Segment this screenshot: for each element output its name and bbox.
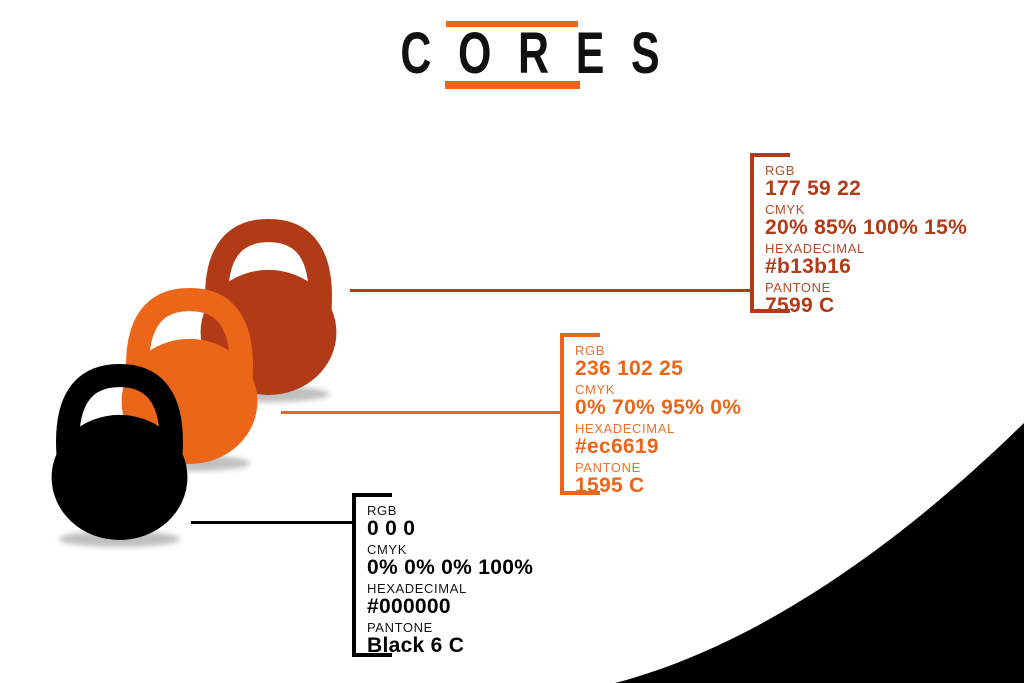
bracket-tick-top <box>750 153 790 157</box>
rgb-value: 177 59 22 <box>765 177 862 200</box>
connector-line-rust <box>350 289 752 292</box>
cmyk-value: 0% 0% 0% 100% <box>367 556 534 579</box>
color-spec-black: RGB 0 0 0 CMYK 0% 0% 0% 100% HEXADECIMAL… <box>352 493 572 657</box>
hex-label: HEXADECIMAL <box>765 241 865 256</box>
color-spec-rust: RGB 177 59 22 CMYK 20% 85% 100% 15% HEXA… <box>750 153 970 317</box>
pantone-label: PANTONE <box>765 280 831 295</box>
page-title: CORES <box>400 21 687 86</box>
bracket-line <box>352 493 356 657</box>
cmyk-entry: CMYK 0% 0% 0% 100% <box>367 543 533 579</box>
hex-value: #b13b16 <box>765 255 852 278</box>
connector-line-orange <box>281 411 564 414</box>
rgb-label: RGB <box>765 163 795 178</box>
rgb-entry: RGB 236 102 25 <box>575 344 741 380</box>
rgb-label: RGB <box>367 503 397 518</box>
pantone-entry: PANTONE 1595 C <box>575 461 741 497</box>
hex-entry: HEXADECIMAL #000000 <box>367 582 533 618</box>
cmyk-label: CMYK <box>367 542 407 557</box>
cmyk-label: CMYK <box>575 382 615 397</box>
title-bottom-bar <box>445 81 580 89</box>
bracket-tick-top <box>352 493 392 497</box>
bracket-tick-bottom <box>560 491 600 495</box>
cmyk-value: 0% 70% 95% 0% <box>575 396 742 419</box>
bracket-line <box>560 333 564 495</box>
connector-line-black <box>191 521 356 524</box>
hex-entry: HEXADECIMAL #ec6619 <box>575 422 741 458</box>
pantone-value: Black 6 C <box>367 634 465 657</box>
title-top-bar <box>446 21 578 27</box>
hex-label: HEXADECIMAL <box>367 581 467 596</box>
bracket-tick-bottom <box>352 653 392 657</box>
pantone-value: 1595 C <box>575 474 645 497</box>
cmyk-label: CMYK <box>765 202 805 217</box>
rgb-value: 0 0 0 <box>367 517 416 540</box>
hex-value: #ec6619 <box>575 435 659 458</box>
corner-swoosh-shape <box>615 423 1024 683</box>
pantone-entry: PANTONE 7599 C <box>765 281 967 317</box>
pantone-value: 7599 C <box>765 294 835 317</box>
bracket-line <box>750 153 754 313</box>
rgb-value: 236 102 25 <box>575 357 684 380</box>
rgb-entry: RGB 177 59 22 <box>765 164 967 200</box>
cmyk-entry: CMYK 20% 85% 100% 15% <box>765 203 967 239</box>
hex-value: #000000 <box>367 595 451 618</box>
hex-entry: HEXADECIMAL #b13b16 <box>765 242 967 278</box>
cmyk-entry: CMYK 0% 70% 95% 0% <box>575 383 741 419</box>
bracket-tick-bottom <box>750 309 790 313</box>
color-spec-orange: RGB 236 102 25 CMYK 0% 70% 95% 0% HEXADE… <box>560 333 780 497</box>
cmyk-value: 20% 85% 100% 15% <box>765 216 968 239</box>
pantone-entry: PANTONE Black 6 C <box>367 621 533 657</box>
pantone-label: PANTONE <box>367 620 433 635</box>
pantone-label: PANTONE <box>575 460 641 475</box>
corner-swoosh <box>615 423 1024 683</box>
hex-label: HEXADECIMAL <box>575 421 675 436</box>
rgb-label: RGB <box>575 343 605 358</box>
rgb-entry: RGB 0 0 0 <box>367 504 533 540</box>
bracket-tick-top <box>560 333 600 337</box>
kettlebell-icon-black <box>48 361 191 551</box>
